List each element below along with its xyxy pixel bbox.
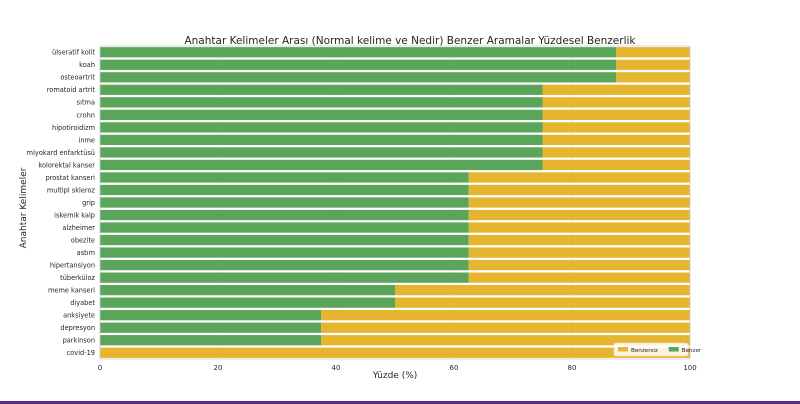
- legend-swatch: [618, 347, 628, 352]
- legend: Benzersiz Benzer: [613, 342, 702, 357]
- category-label: koah: [79, 61, 95, 69]
- bar-segment: [468, 234, 690, 246]
- category-label: sıtma: [77, 99, 95, 107]
- category-label: miyokard enfarktüsü: [27, 149, 95, 157]
- category-label: iskemik kalp: [54, 211, 95, 219]
- bar-segment: [100, 72, 617, 83]
- bars: [100, 47, 690, 358]
- bar-segment: [321, 322, 690, 333]
- category-label: hipertansiyon: [50, 262, 95, 270]
- bar-segment: [100, 285, 395, 296]
- category-label: multipl skleroz: [47, 186, 96, 194]
- bar-segment: [100, 172, 469, 183]
- bar-segment: [542, 97, 690, 108]
- bar-segment: [616, 47, 690, 58]
- bar-segment: [542, 109, 690, 120]
- bar-segment: [100, 184, 469, 196]
- category-label: inme: [79, 136, 96, 144]
- bar-segment: [395, 297, 690, 308]
- x-tick-label: 100: [683, 364, 696, 372]
- bar-segment: [468, 247, 690, 258]
- bar-segment: [100, 310, 322, 321]
- legend-swatch: [668, 347, 679, 352]
- bar-segment: [100, 259, 469, 271]
- category-label: prostat kanseri: [46, 174, 96, 182]
- bar-segment: [468, 272, 690, 283]
- bar-segment: [542, 122, 690, 133]
- bar-segment: [100, 335, 322, 346]
- bar-segment: [100, 322, 322, 333]
- category-label: osteoartrit: [60, 74, 95, 82]
- bar-segment: [468, 197, 690, 208]
- bar-segment: [468, 209, 690, 221]
- bar-segment: [468, 222, 690, 233]
- bar-segment: [100, 134, 543, 146]
- category-label: diyabet: [70, 299, 95, 307]
- category-label: parkinson: [63, 337, 95, 345]
- bar-segment: [100, 297, 395, 308]
- bar-segment: [542, 84, 690, 95]
- plot-frame: [99, 45, 691, 360]
- category-label: depresyon: [60, 324, 95, 332]
- bar-segment: [100, 234, 469, 246]
- chart-title: Anahtar Kelimeler Arası (Normal kelime v…: [184, 35, 636, 47]
- bar-segment: [321, 310, 690, 321]
- bottom-border: [0, 401, 800, 404]
- bar-segment: [100, 347, 690, 358]
- category-label: crohn: [76, 111, 95, 119]
- bar-segment: [100, 109, 543, 120]
- x-tick-label: 40: [332, 364, 341, 372]
- bar-segment: [100, 59, 617, 70]
- bar-segment: [100, 209, 469, 221]
- legend-box: [613, 342, 689, 357]
- category-label: astım: [77, 249, 95, 257]
- y-axis-label: Anahtar Kelimeler: [19, 167, 29, 248]
- category-label: hipotiroidizm: [52, 124, 95, 132]
- x-tick-labels: 0 20 40 60 80 100: [98, 364, 697, 372]
- bar-segment: [616, 72, 690, 83]
- bar-segment: [100, 247, 469, 258]
- bar-segment: [468, 259, 690, 271]
- x-axis-label: Yüzde (%): [372, 371, 418, 381]
- bar-segment: [468, 184, 690, 196]
- x-tick-label: 60: [450, 364, 459, 372]
- bar-segment: [100, 97, 543, 108]
- category-label: anksiyete: [63, 312, 95, 320]
- bar-segment: [100, 47, 617, 58]
- category-label: romatoid artrit: [47, 86, 96, 94]
- legend-label: Benzer: [682, 348, 702, 354]
- bar-segment: [100, 197, 469, 208]
- x-tick-label: 0: [98, 364, 102, 372]
- category-label: tüberküloz: [60, 274, 95, 282]
- bar-segment: [100, 147, 543, 158]
- bar-segment: [100, 222, 469, 233]
- category-label: grip: [82, 199, 95, 207]
- bar-segment: [100, 272, 469, 283]
- category-label: obezite: [71, 236, 95, 244]
- legend-label: Benzersiz: [631, 348, 658, 354]
- category-label: meme kanseri: [48, 287, 95, 295]
- bar-segment: [468, 172, 690, 183]
- bar-segment: [542, 159, 690, 171]
- bar-segment: [100, 159, 543, 171]
- bar-segment: [616, 59, 690, 70]
- category-label: ülseratif kolit: [52, 49, 95, 57]
- category-label: covid-19: [67, 349, 95, 357]
- x-tick-label: 80: [568, 364, 577, 372]
- bar-segment: [542, 134, 690, 146]
- category-labels: ülseratif kolit koah osteoartrit romatoid a…: [27, 49, 96, 357]
- bar-segment: [395, 285, 690, 296]
- category-label: alzheimer: [62, 224, 95, 232]
- bar-segment: [100, 122, 543, 133]
- category-label: kolorektal kanser: [38, 161, 95, 169]
- bar-segment: [542, 147, 690, 158]
- bar-segment: [100, 84, 543, 95]
- bar-segment: [321, 335, 690, 346]
- x-tick-label: 20: [214, 364, 223, 372]
